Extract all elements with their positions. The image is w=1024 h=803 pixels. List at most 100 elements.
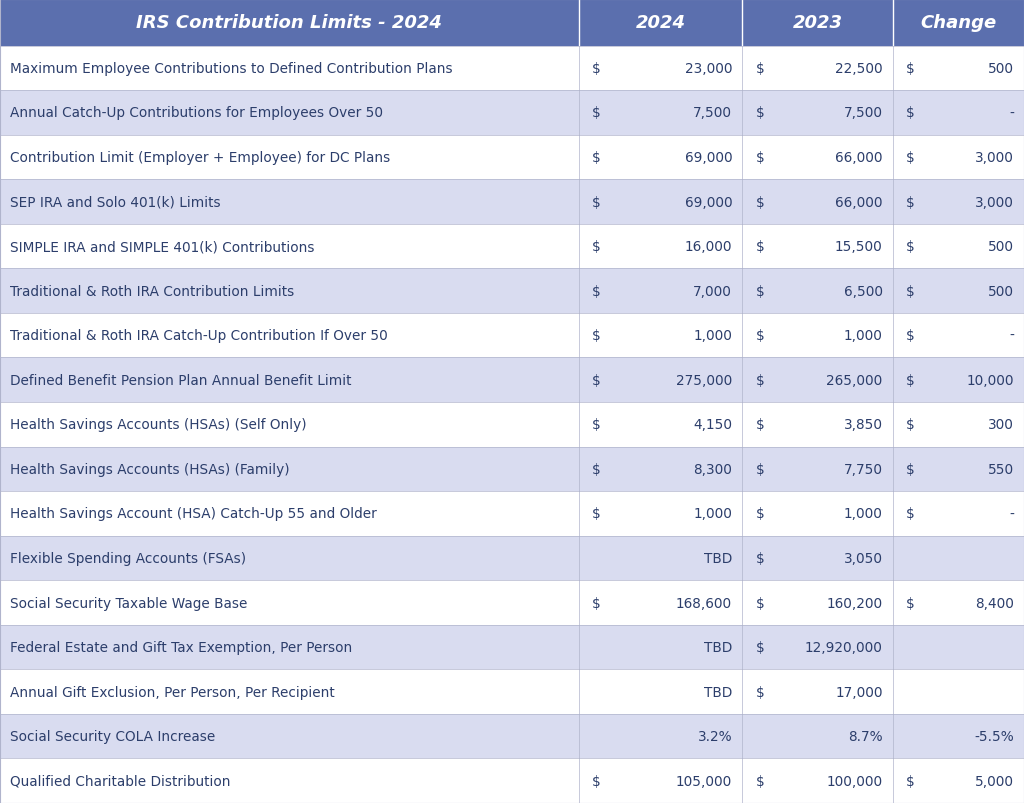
- Text: $: $: [756, 418, 764, 432]
- Text: 15,500: 15,500: [835, 240, 883, 254]
- Text: -: -: [1009, 328, 1014, 343]
- Text: 66,000: 66,000: [836, 151, 883, 165]
- Text: $: $: [592, 418, 600, 432]
- Text: SEP IRA and Solo 401(k) Limits: SEP IRA and Solo 401(k) Limits: [10, 195, 221, 210]
- Text: -5.5%: -5.5%: [974, 729, 1014, 744]
- Text: $: $: [906, 507, 914, 521]
- Bar: [0, 670, 1024, 714]
- Text: Annual Gift Exclusion, Per Person, Per Recipient: Annual Gift Exclusion, Per Person, Per R…: [10, 685, 335, 699]
- Text: 160,200: 160,200: [826, 596, 883, 609]
- Text: 1,000: 1,000: [844, 328, 883, 343]
- Text: $: $: [756, 284, 764, 298]
- Text: $: $: [756, 62, 764, 75]
- Text: 6,500: 6,500: [844, 284, 883, 298]
- Text: Health Savings Accounts (HSAs) (Family): Health Savings Accounts (HSAs) (Family): [10, 463, 290, 476]
- Text: 10,000: 10,000: [967, 373, 1014, 387]
- Bar: [0, 47, 1024, 91]
- Text: 105,000: 105,000: [676, 774, 732, 788]
- Text: 69,000: 69,000: [684, 151, 732, 165]
- Text: $: $: [756, 373, 764, 387]
- Text: $: $: [756, 463, 764, 476]
- Text: $: $: [906, 151, 914, 165]
- Bar: [0, 0, 1024, 47]
- Bar: [0, 91, 1024, 136]
- Text: 275,000: 275,000: [676, 373, 732, 387]
- Text: 23,000: 23,000: [685, 62, 732, 75]
- Text: $: $: [592, 284, 600, 298]
- Bar: [0, 180, 1024, 225]
- Text: 2023: 2023: [793, 14, 843, 32]
- Text: 7,750: 7,750: [844, 463, 883, 476]
- Bar: [0, 225, 1024, 269]
- Bar: [0, 491, 1024, 536]
- Text: 8,400: 8,400: [975, 596, 1014, 609]
- Text: $: $: [906, 596, 914, 609]
- Text: $: $: [592, 507, 600, 521]
- Text: $: $: [906, 195, 914, 210]
- Text: Annual Catch-Up Contributions for Employees Over 50: Annual Catch-Up Contributions for Employ…: [10, 106, 383, 120]
- Text: $: $: [592, 596, 600, 609]
- Text: $: $: [592, 195, 600, 210]
- Bar: [0, 581, 1024, 625]
- Text: Health Savings Account (HSA) Catch-Up 55 and Older: Health Savings Account (HSA) Catch-Up 55…: [10, 507, 377, 521]
- Text: 550: 550: [987, 463, 1014, 476]
- Text: $: $: [906, 284, 914, 298]
- Text: Social Security Taxable Wage Base: Social Security Taxable Wage Base: [10, 596, 248, 609]
- Text: Flexible Spending Accounts (FSAs): Flexible Spending Accounts (FSAs): [10, 552, 247, 565]
- Bar: [0, 714, 1024, 759]
- Text: 17,000: 17,000: [836, 685, 883, 699]
- Text: $: $: [592, 774, 600, 788]
- Text: $: $: [756, 507, 764, 521]
- Text: $: $: [906, 463, 914, 476]
- Text: $: $: [906, 373, 914, 387]
- Bar: [0, 269, 1024, 313]
- Text: 500: 500: [988, 284, 1014, 298]
- Text: $: $: [756, 685, 764, 699]
- Text: $: $: [906, 240, 914, 254]
- Text: $: $: [906, 106, 914, 120]
- Text: 5,000: 5,000: [975, 774, 1014, 788]
- Text: Traditional & Roth IRA Catch-Up Contribution If Over 50: Traditional & Roth IRA Catch-Up Contribu…: [10, 328, 388, 343]
- Text: $: $: [592, 151, 600, 165]
- Text: $: $: [756, 774, 764, 788]
- Text: Health Savings Accounts (HSAs) (Self Only): Health Savings Accounts (HSAs) (Self Onl…: [10, 418, 307, 432]
- Text: 69,000: 69,000: [684, 195, 732, 210]
- Text: $: $: [592, 106, 600, 120]
- Text: 22,500: 22,500: [835, 62, 883, 75]
- Text: 265,000: 265,000: [826, 373, 883, 387]
- Text: 12,920,000: 12,920,000: [805, 640, 883, 654]
- Text: $: $: [906, 418, 914, 432]
- Text: $: $: [906, 62, 914, 75]
- Bar: [0, 536, 1024, 581]
- Text: 1,000: 1,000: [693, 507, 732, 521]
- Text: 500: 500: [988, 240, 1014, 254]
- Bar: [0, 402, 1024, 447]
- Text: 8,300: 8,300: [693, 463, 732, 476]
- Text: 2024: 2024: [636, 14, 685, 32]
- Text: $: $: [756, 106, 764, 120]
- Text: IRS Contribution Limits - 2024: IRS Contribution Limits - 2024: [136, 14, 442, 32]
- Text: Change: Change: [921, 14, 996, 32]
- Text: Defined Benefit Pension Plan Annual Benefit Limit: Defined Benefit Pension Plan Annual Bene…: [10, 373, 351, 387]
- Text: Federal Estate and Gift Tax Exemption, Per Person: Federal Estate and Gift Tax Exemption, P…: [10, 640, 352, 654]
- Text: 500: 500: [988, 62, 1014, 75]
- Text: $: $: [592, 373, 600, 387]
- Text: 3.2%: 3.2%: [697, 729, 732, 744]
- Bar: [0, 625, 1024, 670]
- Text: Contribution Limit (Employer + Employee) for DC Plans: Contribution Limit (Employer + Employee)…: [10, 151, 390, 165]
- Text: 3,000: 3,000: [975, 151, 1014, 165]
- Text: Social Security COLA Increase: Social Security COLA Increase: [10, 729, 215, 744]
- Bar: [0, 447, 1024, 491]
- Text: $: $: [756, 151, 764, 165]
- Text: $: $: [592, 328, 600, 343]
- Text: Qualified Charitable Distribution: Qualified Charitable Distribution: [10, 774, 230, 788]
- Bar: [0, 313, 1024, 358]
- Text: 7,000: 7,000: [693, 284, 732, 298]
- Text: $: $: [592, 62, 600, 75]
- Text: Traditional & Roth IRA Contribution Limits: Traditional & Roth IRA Contribution Limi…: [10, 284, 295, 298]
- Text: $: $: [756, 240, 764, 254]
- Text: TBD: TBD: [703, 685, 732, 699]
- Text: 3,050: 3,050: [844, 552, 883, 565]
- Text: Maximum Employee Contributions to Defined Contribution Plans: Maximum Employee Contributions to Define…: [10, 62, 453, 75]
- Text: 100,000: 100,000: [826, 774, 883, 788]
